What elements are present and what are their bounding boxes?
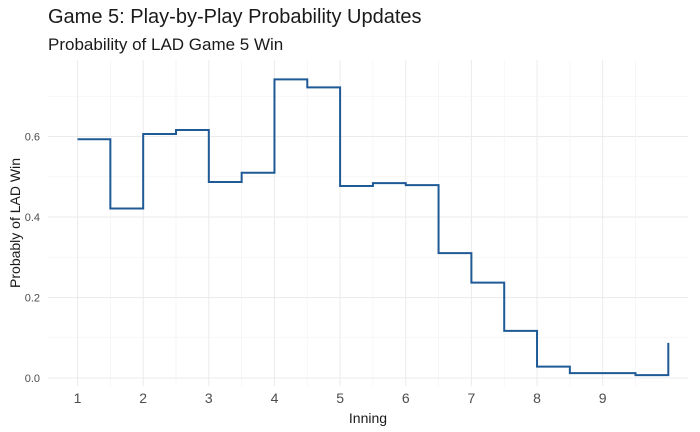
chart-subtitle: Probability of LAD Game 5 Win [48, 35, 284, 54]
x-tick-label: 2 [139, 390, 147, 406]
x-tick-label: 6 [402, 390, 410, 406]
minor-gridlines [48, 60, 688, 386]
y-tick-label: 0.6 [25, 131, 40, 143]
x-tick-label: 8 [533, 390, 541, 406]
x-tick-label: 9 [599, 390, 607, 406]
x-axis-ticks: 1 2 3 4 5 6 7 8 9 [74, 390, 607, 406]
x-tick-label: 5 [336, 390, 344, 406]
y-tick-label: 0.4 [25, 212, 40, 224]
x-tick-label: 4 [271, 390, 279, 406]
major-gridlines [48, 60, 688, 386]
x-tick-label: 7 [467, 390, 475, 406]
y-axis-label: Probably of LAD Win [7, 158, 23, 288]
probability-step-line [77, 78, 670, 377]
chart-title: Game 5: Play-by-Play Probability Updates [48, 6, 422, 28]
x-axis-label: Inning [349, 410, 387, 426]
x-tick-label: 1 [74, 390, 82, 406]
x-tick-label: 3 [205, 390, 213, 406]
y-tick-label: 0.0 [25, 373, 40, 385]
y-axis-ticks: 0.0 0.2 0.4 0.6 [25, 131, 40, 384]
y-tick-label: 0.2 [25, 292, 40, 304]
